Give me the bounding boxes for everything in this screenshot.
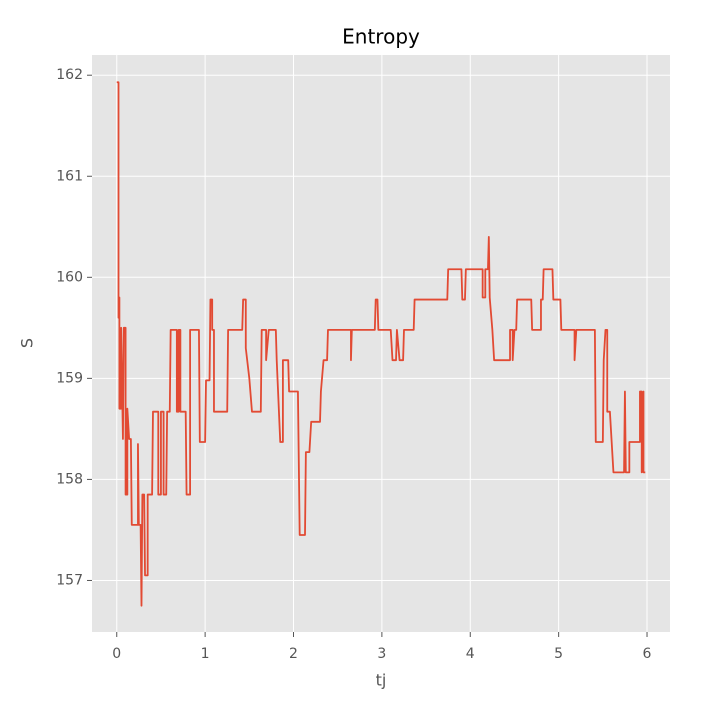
y-tick-label: 157 [56,572,83,588]
y-tick-label: 160 [56,269,83,285]
x-tick-label: 4 [466,646,475,662]
y-tick-label: 158 [56,471,83,487]
y-tick-label: 162 [56,67,83,83]
data-line [116,81,646,607]
y-tick-label: 161 [56,168,83,184]
x-tick-label: 0 [112,646,121,662]
chart-title: Entropy [342,25,420,49]
x-tick-label: 6 [643,646,652,662]
x-axis-label: tj [376,671,387,690]
x-tick-label: 3 [377,646,386,662]
x-tick-label: 1 [201,646,210,662]
x-tick-label: 5 [554,646,563,662]
x-tick-label: 2 [289,646,298,662]
y-axis-label: S [18,338,37,348]
y-tick-label: 159 [56,370,83,386]
